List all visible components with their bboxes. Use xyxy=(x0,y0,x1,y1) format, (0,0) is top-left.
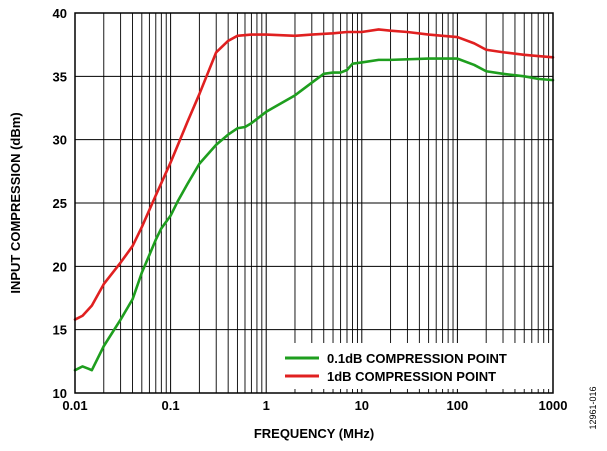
series-line-0 xyxy=(73,57,555,372)
figure-id: 12961-016 xyxy=(588,386,598,429)
y-tick-label: 10 xyxy=(53,386,67,401)
y-tick-label: 15 xyxy=(53,323,67,338)
x-tick-label: 10 xyxy=(355,398,369,413)
x-tick-label: 100 xyxy=(447,398,469,413)
legend-label-1: 1dB COMPRESSION POINT xyxy=(327,369,496,384)
tick-labels: 0.01 0.1 1 10 100 1000 10 15 20 25 30 35 40 xyxy=(53,6,568,413)
plot-frame xyxy=(74,12,554,394)
series-lines xyxy=(73,28,555,372)
x-tick-label: 0.1 xyxy=(162,398,180,413)
legend: 0.1dB COMPRESSION POINT 1dB COMPRESSION P… xyxy=(281,343,551,389)
legend-label-0: 0.1dB COMPRESSION POINT xyxy=(327,351,507,366)
x-tick-label: 1000 xyxy=(539,398,568,413)
y-tick-label: 40 xyxy=(53,6,67,21)
x-axis-title: FREQUENCY (MHz) xyxy=(254,426,374,441)
x-tick-label: 1 xyxy=(263,398,270,413)
y-tick-label: 30 xyxy=(53,133,67,148)
y-tick-label: 35 xyxy=(53,69,67,84)
grid xyxy=(74,12,553,394)
legend-background xyxy=(281,343,551,389)
series-line-1 xyxy=(73,28,555,321)
x-tick-label: 0.01 xyxy=(62,398,87,413)
y-tick-label: 25 xyxy=(53,196,67,211)
y-axis-title: INPUT COMPRESSION (dBm) xyxy=(8,112,23,293)
y-tick-label: 20 xyxy=(53,259,67,274)
